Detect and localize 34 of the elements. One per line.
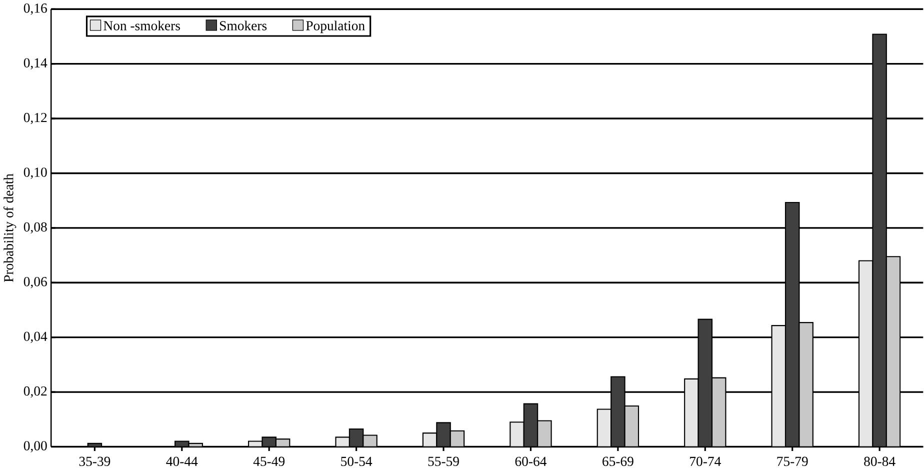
x-tick-label: 65-69 xyxy=(602,457,634,466)
y-tick-label: 0,16 xyxy=(24,4,47,15)
y-tick-label: 0,00 xyxy=(24,441,47,453)
bar xyxy=(784,202,800,447)
y-axis-title: Probability of death xyxy=(4,174,16,282)
bar xyxy=(886,256,901,447)
legend-label: Population xyxy=(306,20,365,34)
x-tick-label: 40-44 xyxy=(166,457,198,466)
legend-label: Non -smokers xyxy=(104,20,180,31)
y-tick-label: 0,12 xyxy=(24,113,47,124)
bar xyxy=(798,322,814,447)
y-tick-label: 0,08 xyxy=(24,222,47,234)
bar xyxy=(858,260,874,447)
x-tick-label: 55-59 xyxy=(428,457,459,466)
y-tick-label: 0,06 xyxy=(24,277,47,288)
x-tick-label: 60-64 xyxy=(515,457,547,466)
bar xyxy=(872,34,887,447)
y-tick-label: 0,14 xyxy=(24,58,48,70)
x-tick-label: 35-39 xyxy=(79,457,110,466)
legend-label: Smokers xyxy=(220,20,267,31)
bar xyxy=(610,376,626,447)
bar xyxy=(771,325,786,447)
x-tick-label: 70-74 xyxy=(690,457,721,466)
y-tick-label: 0,04 xyxy=(24,332,48,344)
bar xyxy=(510,422,524,447)
bar xyxy=(684,378,699,447)
x-tick-label: 50-54 xyxy=(341,457,372,466)
bar xyxy=(436,422,451,447)
y-tick-label: 0,02 xyxy=(24,386,47,398)
x-tick-label: 45-49 xyxy=(253,457,285,466)
y-tick-label: 0,10 xyxy=(24,168,47,180)
x-tick-label: 75-79 xyxy=(777,457,808,466)
x-tick-label: 80-84 xyxy=(864,457,896,466)
bar xyxy=(698,318,713,447)
